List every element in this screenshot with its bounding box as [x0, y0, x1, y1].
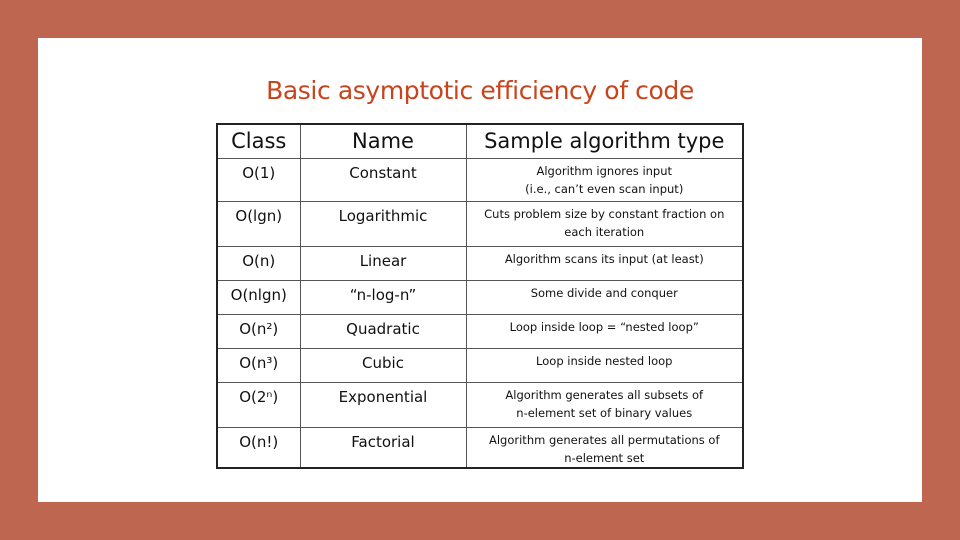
class-cell: O(n³)	[216, 348, 301, 383]
description-cell: Algorithm scans its input (at least)	[465, 246, 744, 281]
table-row: O(2ⁿ) Exponential Algorithm generates all …	[216, 382, 744, 428]
table-row: O(n²) Quadratic Loop inside loop = “nested…	[216, 314, 744, 349]
description-line: Algorithm scans its input (at least)	[504, 252, 704, 266]
description-line: Some divide and conquer	[530, 286, 678, 300]
name-cell: Cubic	[299, 348, 467, 383]
header-class: Class	[216, 123, 301, 159]
complexity-table: Class Name Sample algorithm type O(1) Con…	[216, 123, 744, 469]
name-cell: Exponential	[299, 382, 467, 428]
name-cell: Constant	[299, 158, 467, 202]
table-row: O(n³) Cubic Loop inside nested loop	[216, 348, 744, 383]
description-line: Algorithm generates all subsets of	[505, 388, 704, 402]
class-cell: O(2ⁿ)	[216, 382, 301, 428]
description-line: Algorithm ignores input	[536, 164, 673, 178]
name-cell: Logarithmic	[299, 201, 467, 247]
description-cell: Algorithm generates all subsets of n-elem…	[465, 382, 744, 428]
description-line: Cuts problem size by constant fraction o…	[484, 207, 725, 221]
table-row: O(1) Constant Algorithm ignores input (i.e.…	[216, 158, 744, 202]
table-row: O(n) Linear Algorithm scans its input (at …	[216, 246, 744, 281]
description-line: Algorithm generates all permutations of	[488, 433, 720, 447]
class-cell: O(lgn)	[216, 201, 301, 247]
table-header-row: Class Name Sample algorithm type	[216, 123, 744, 159]
class-cell: O(n²)	[216, 314, 301, 349]
description-line: n-element set	[564, 451, 645, 465]
description-line: each iteration	[564, 225, 645, 239]
description-cell: Algorithm ignores input (i.e., can’t even…	[465, 158, 744, 202]
description-line: Loop inside nested loop	[536, 354, 673, 368]
table-row: O(nlgn) “n-log-n” Some divide and conquer	[216, 280, 744, 315]
name-cell: Linear	[299, 246, 467, 281]
description-cell: Some divide and conquer	[465, 280, 744, 315]
description-line: (i.e., can’t even scan input)	[525, 182, 684, 196]
class-cell: O(n)	[216, 246, 301, 281]
description-line: n-element set of binary values	[516, 406, 693, 420]
description-cell: Cuts problem size by constant fraction o…	[465, 201, 744, 247]
name-cell: “n-log-n”	[299, 280, 467, 315]
header-name: Name	[299, 123, 467, 159]
description-cell: Loop inside loop = “nested loop”	[465, 314, 744, 349]
description-line: Loop inside loop = “nested loop”	[509, 320, 699, 334]
description-cell: Algorithm generates all permutations of n…	[465, 427, 744, 469]
class-cell: O(n!)	[216, 427, 301, 469]
header-sample-algorithm-type: Sample algorithm type	[465, 123, 744, 159]
table-row: O(n!) Factorial Algorithm generates all pe…	[216, 427, 744, 469]
class-cell: O(nlgn)	[216, 280, 301, 315]
class-cell: O(1)	[216, 158, 301, 202]
table-row: O(lgn) Logarithmic Cuts problem size by co…	[216, 201, 744, 247]
name-cell: Quadratic	[299, 314, 467, 349]
description-cell: Loop inside nested loop	[465, 348, 744, 383]
slide-title: Basic asymptotic efficiency of code	[266, 76, 694, 105]
name-cell: Factorial	[299, 427, 467, 469]
